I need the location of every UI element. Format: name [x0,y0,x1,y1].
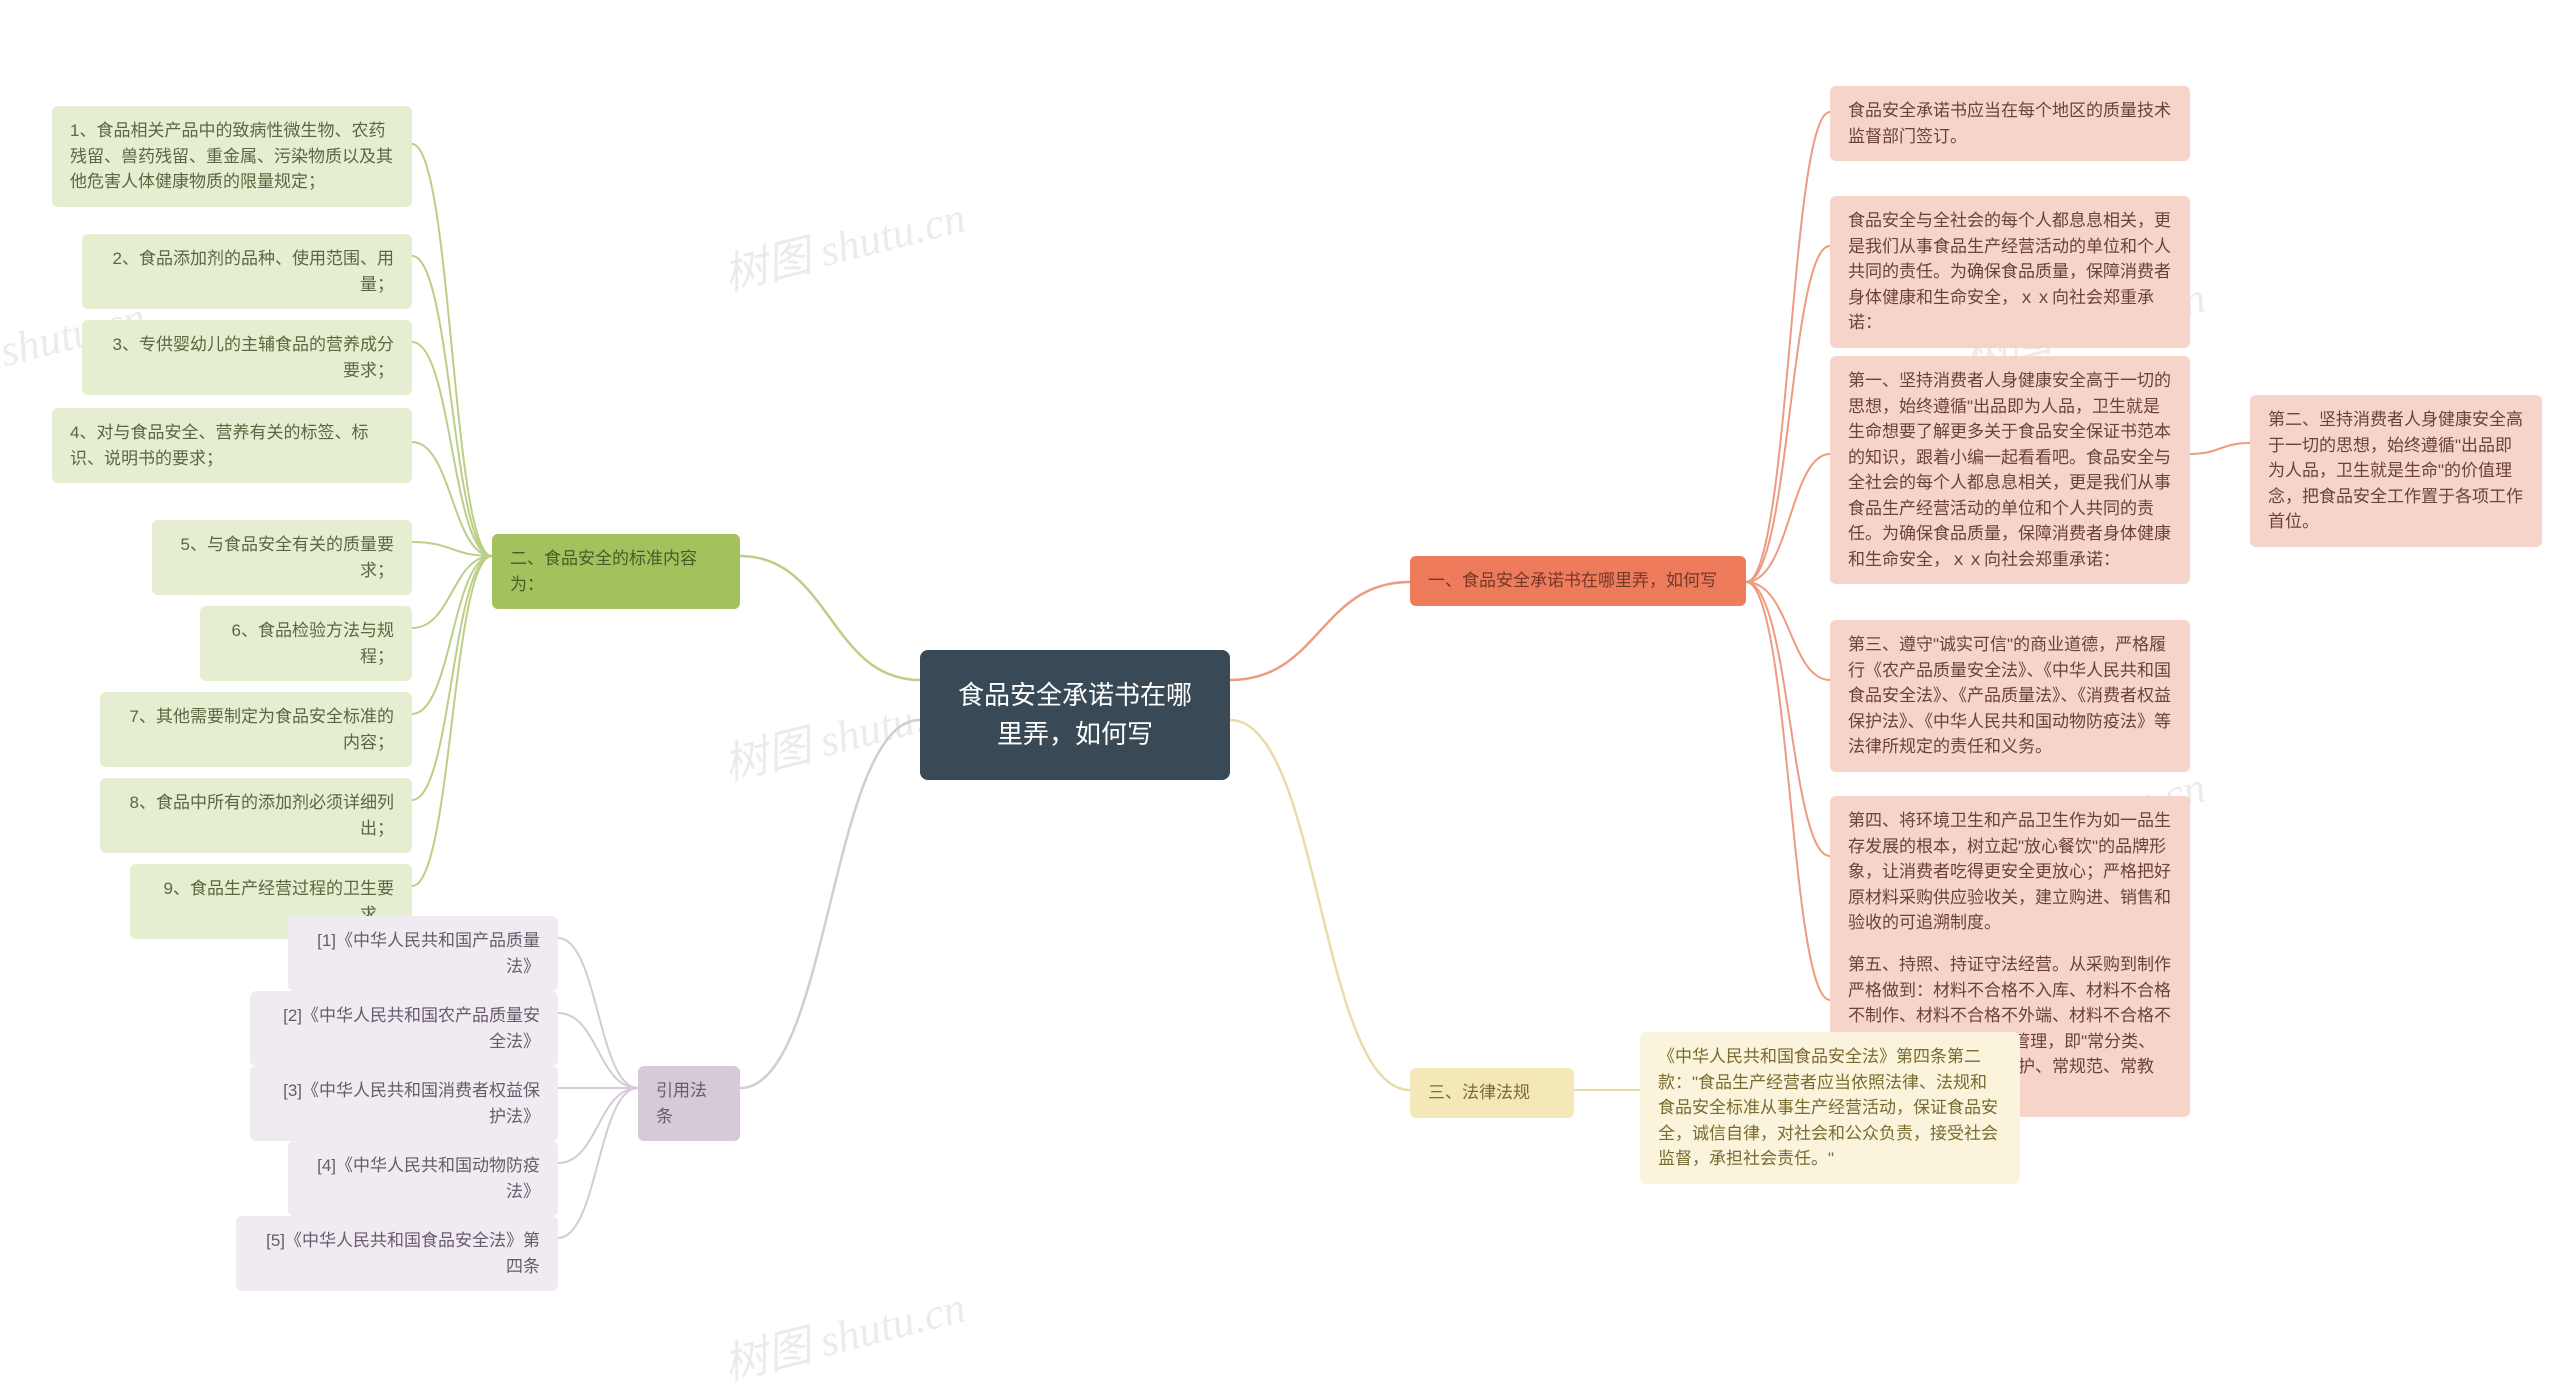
b2-child-6: 6、食品检验方法与规程； [200,606,412,681]
b2-child-8: 8、食品中所有的添加剂必须详细列出； [100,778,412,853]
b3-child-1-text: 《中华人民共和国食品安全法》第四条第二款："食品生产经营者应当依照法律、法规和食… [1658,1044,2002,1172]
b2-child-4-text: 4、对与食品安全、营养有关的标签、标识、说明书的要求； [70,420,394,471]
b2-child-3-text: 3、专供婴幼儿的主辅食品的营养成分要求； [100,332,394,383]
b1-child-1: 食品安全承诺书应当在每个地区的质量技术监督部门签订。 [1830,86,2190,161]
b2-child-6-text: 6、食品检验方法与规程； [218,618,394,669]
b4-child-3-text: [3]《中华人民共和国消费者权益保护法》 [268,1078,540,1129]
b1-grandchild-text: 第二、坚持消费者人身健康安全高于一切的思想，始终遵循"出品即为人品，卫生就是生命… [2268,407,2524,535]
b2-child-8-text: 8、食品中所有的添加剂必须详细列出； [118,790,394,841]
b4-child-5-text: [5]《中华人民共和国食品安全法》第四条 [254,1228,540,1279]
b2-child-1: 1、食品相关产品中的致病性微生物、农药残留、兽药残留、重金属、污染物质以及其他危… [52,106,412,207]
b2-child-1-text: 1、食品相关产品中的致病性微生物、农药残留、兽药残留、重金属、污染物质以及其他危… [70,118,394,195]
branch-4: 引用法条 [638,1066,740,1141]
b2-child-4: 4、对与食品安全、营养有关的标签、标识、说明书的要求； [52,408,412,483]
branch-1-label: 一、食品安全承诺书在哪里弄，如何写 [1428,568,1717,594]
b2-child-5-text: 5、与食品安全有关的质量要求； [170,532,394,583]
b2-child-2: 2、食品添加剂的品种、使用范围、用量； [82,234,412,309]
branch-4-label: 引用法条 [656,1078,722,1129]
b4-child-1: [1]《中华人民共和国产品质量法》 [288,916,558,991]
b2-child-5: 5、与食品安全有关的质量要求； [152,520,412,595]
b1-grandchild: 第二、坚持消费者人身健康安全高于一切的思想，始终遵循"出品即为人品，卫生就是生命… [2250,395,2542,547]
center-label: 食品安全承诺书在哪里弄，如何写 [950,676,1200,754]
center-node: 食品安全承诺书在哪里弄，如何写 [920,650,1230,780]
b1-child-5-text: 第四、将环境卫生和产品卫生作为如一品生存发展的根本，树立起"放心餐饮"的品牌形象… [1848,808,2172,936]
watermark: 树图 shutu.cn [716,1271,971,1393]
b4-child-4-text: [4]《中华人民共和国动物防疫法》 [306,1153,540,1204]
b1-child-3-text: 第一、坚持消费者人身健康安全高于一切的思想，始终遵循"出品即为人品，卫生就是生命… [1848,368,2172,572]
b1-child-2: 食品安全与全社会的每个人都息息相关，更是我们从事食品生产经营活动的单位和个人共同… [1830,196,2190,348]
b1-child-3: 第一、坚持消费者人身健康安全高于一切的思想，始终遵循"出品即为人品，卫生就是生命… [1830,356,2190,584]
b4-child-3: [3]《中华人民共和国消费者权益保护法》 [250,1066,558,1141]
b4-child-2: [2]《中华人民共和国农产品质量安全法》 [250,991,558,1066]
b4-child-1-text: [1]《中华人民共和国产品质量法》 [306,928,540,979]
b1-child-2-text: 食品安全与全社会的每个人都息息相关，更是我们从事食品生产经营活动的单位和个人共同… [1848,208,2172,336]
b1-child-5: 第四、将环境卫生和产品卫生作为如一品生存发展的根本，树立起"放心餐饮"的品牌形象… [1830,796,2190,948]
b2-child-7: 7、其他需要制定为食品安全标准的内容； [100,692,412,767]
b1-child-1-text: 食品安全承诺书应当在每个地区的质量技术监督部门签订。 [1848,98,2172,149]
branch-3: 三、法律法规 [1410,1068,1574,1118]
branch-2-label: 二、食品安全的标准内容为： [510,546,722,597]
b1-child-4-text: 第三、遵守"诚实可信"的商业道德，严格履行《农产品质量安全法》、《中华人民共和国… [1848,632,2172,760]
branch-1: 一、食品安全承诺书在哪里弄，如何写 [1410,556,1746,606]
b4-child-4: [4]《中华人民共和国动物防疫法》 [288,1141,558,1216]
watermark: 树图 shutu.cn [716,181,971,303]
branch-2: 二、食品安全的标准内容为： [492,534,740,609]
b4-child-2-text: [2]《中华人民共和国农产品质量安全法》 [268,1003,540,1054]
b2-child-3: 3、专供婴幼儿的主辅食品的营养成分要求； [82,320,412,395]
b2-child-2-text: 2、食品添加剂的品种、使用范围、用量； [100,246,394,297]
branch-3-label: 三、法律法规 [1428,1080,1530,1106]
b3-child-1: 《中华人民共和国食品安全法》第四条第二款："食品生产经营者应当依照法律、法规和食… [1640,1032,2020,1184]
b4-child-5: [5]《中华人民共和国食品安全法》第四条 [236,1216,558,1291]
b1-child-4: 第三、遵守"诚实可信"的商业道德，严格履行《农产品质量安全法》、《中华人民共和国… [1830,620,2190,772]
b2-child-7-text: 7、其他需要制定为食品安全标准的内容； [118,704,394,755]
